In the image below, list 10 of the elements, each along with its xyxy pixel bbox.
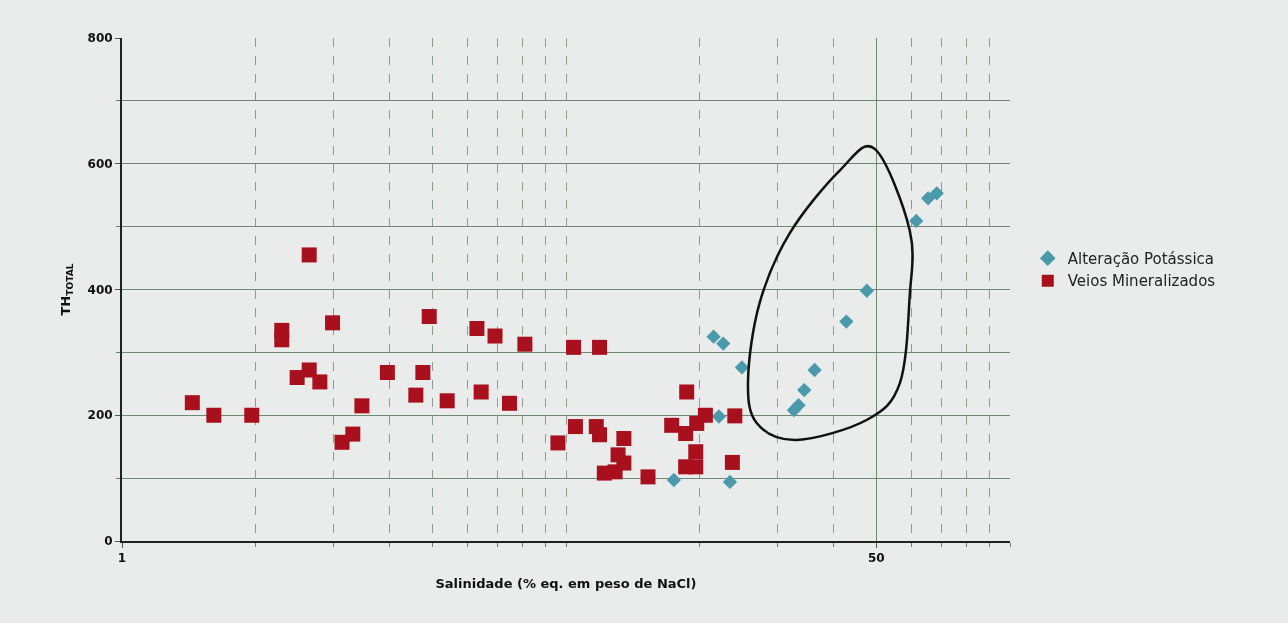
y-tick-label: 600 [87, 156, 113, 171]
y-tick-label: 0 [104, 534, 113, 549]
x-axis-title: Salinidade (% eq. em peso de NaCl) [435, 575, 697, 591]
x-tick-label: 50 [867, 551, 885, 566]
x-tick-label: 1 [117, 551, 127, 566]
y-tick-label: 800 [87, 31, 113, 46]
legend-label: Veios Mineralizados [1067, 272, 1216, 291]
y-tick-label: 400 [87, 282, 113, 297]
legend-label: Alteração Potássica [1067, 249, 1215, 268]
y-tick-label: 200 [87, 408, 113, 423]
